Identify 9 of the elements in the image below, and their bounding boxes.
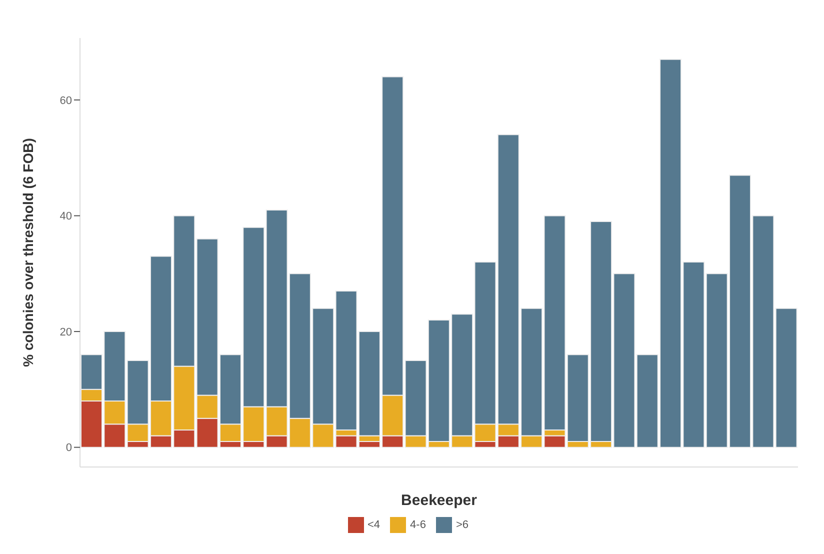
y-axis-title: % colonies over threshold (6 FOB) bbox=[20, 138, 36, 367]
y-tick-label: 0 bbox=[66, 442, 72, 454]
legend-label: >6 bbox=[456, 518, 468, 531]
legend-label: 4-6 bbox=[410, 518, 426, 531]
y-tick-label: 20 bbox=[60, 326, 72, 338]
y-tick-label: 60 bbox=[60, 94, 72, 107]
y-tick-label: 40 bbox=[60, 210, 72, 223]
legend-label: <4 bbox=[368, 518, 380, 531]
x-axis-title: Beekeeper bbox=[401, 492, 478, 509]
